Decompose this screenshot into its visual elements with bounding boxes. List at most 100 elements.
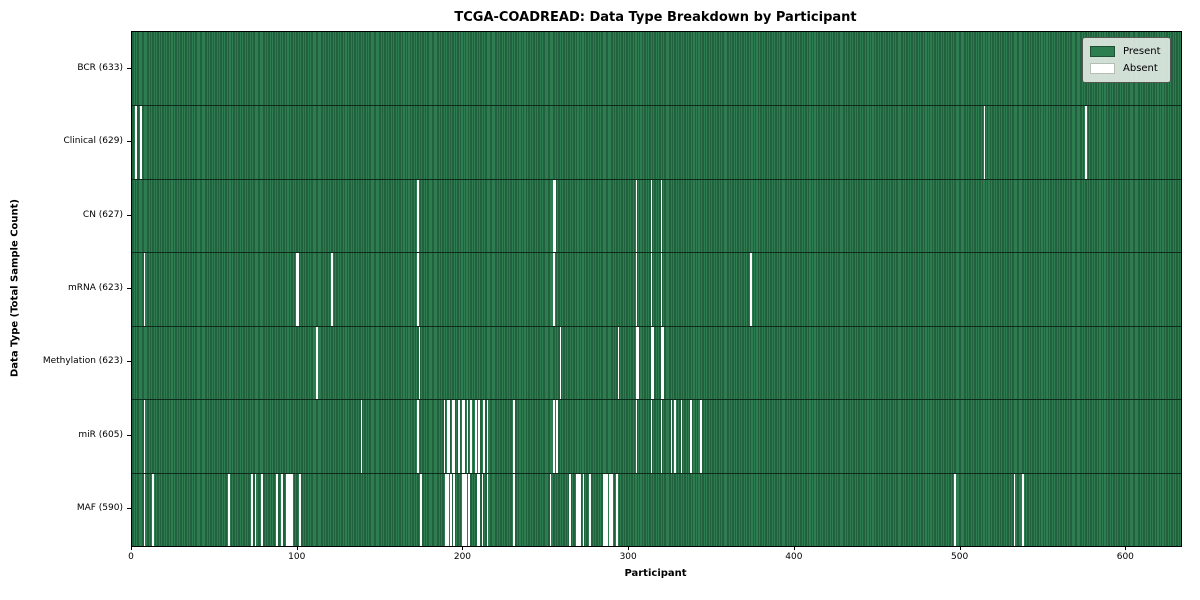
absent-stripe — [418, 325, 421, 400]
absent-stripe — [470, 399, 472, 473]
x-tick-label-200: 200 — [453, 552, 472, 562]
absent-stripe — [135, 105, 137, 179]
absent-stripe — [650, 252, 653, 326]
absent-stripe — [660, 252, 663, 326]
y-tick-label-cn: CN (627) — [82, 209, 123, 220]
absent-stripe — [475, 399, 477, 473]
absent-stripe — [670, 399, 673, 473]
absent-stripe — [417, 178, 419, 253]
absent-stripe — [513, 399, 515, 473]
y-tick-label-maf: MAF (590) — [76, 503, 123, 514]
y-tick-mark — [127, 361, 131, 363]
absent-stripe — [660, 399, 663, 473]
row-separator — [132, 399, 1181, 401]
absent-stripe — [660, 178, 663, 253]
absent-stripe — [448, 399, 451, 473]
absent-stripe — [549, 472, 552, 546]
absent-stripe — [605, 472, 608, 546]
absent-stripe — [650, 325, 653, 400]
absent-stripe — [466, 399, 469, 473]
y-tick-label-bcr: BCR (633) — [77, 62, 123, 73]
legend-entry-present: Present — [1090, 43, 1161, 60]
heatmap-row-methylation — [132, 325, 1181, 400]
absent-stripe — [140, 105, 142, 179]
legend: Present Absent — [1082, 37, 1171, 83]
absent-stripe — [559, 325, 562, 400]
y-tick-label-clinical: Clinical (629) — [63, 136, 123, 147]
absent-stripe — [296, 252, 298, 326]
absent-stripe — [602, 472, 605, 546]
absent-stripe — [446, 472, 449, 546]
absent-stripe — [463, 472, 466, 546]
absent-stripe — [461, 399, 464, 473]
absent-stripe — [453, 399, 456, 473]
absent-stripe — [289, 472, 292, 546]
absent-stripe — [254, 472, 257, 546]
absent-stripe — [281, 472, 283, 546]
absent-stripe — [151, 472, 154, 546]
absent-stripe — [315, 325, 318, 400]
absent-stripe — [468, 472, 471, 546]
legend-swatch-present-icon — [1090, 46, 1115, 57]
absent-stripe — [287, 472, 290, 546]
absent-stripe — [662, 325, 664, 400]
absent-stripe — [143, 252, 146, 326]
absent-stripe — [463, 399, 466, 473]
chart-title: TCGA-COADREAD: Data Type Breakdown by Pa… — [454, 10, 857, 25]
absent-stripe — [652, 325, 655, 400]
absent-stripe — [276, 472, 278, 546]
absent-stripe — [552, 399, 555, 473]
absent-stripe — [465, 472, 467, 546]
absent-stripe — [1013, 472, 1016, 546]
absent-stripe — [486, 472, 489, 546]
absent-stripe — [615, 472, 618, 546]
absent-stripe — [577, 472, 580, 546]
y-tick-mark — [127, 288, 131, 289]
x-tick-label-500: 500 — [951, 552, 969, 562]
absent-stripe — [576, 472, 578, 546]
absent-stripe — [450, 472, 452, 546]
y-tick-mark — [127, 214, 131, 216]
y-tick-mark — [127, 434, 131, 436]
row-separator — [132, 105, 1181, 107]
heatmap-row-mrna — [132, 252, 1181, 326]
absent-stripe — [483, 399, 485, 473]
absent-stripe — [143, 472, 146, 546]
absent-stripe — [417, 252, 419, 326]
heatmap-row-maf — [132, 472, 1181, 546]
absent-stripe — [750, 252, 752, 326]
absent-stripe — [451, 399, 454, 473]
absent-stripe — [228, 472, 230, 546]
absent-stripe — [478, 472, 481, 546]
absent-stripe — [299, 472, 302, 546]
absent-stripe — [360, 399, 363, 473]
x-axis-label: Participant — [624, 568, 687, 579]
row-separator — [132, 178, 1181, 180]
absent-stripe — [552, 178, 555, 253]
absent-stripe — [582, 472, 585, 546]
absent-stripe — [650, 178, 653, 253]
y-tick-mark — [127, 67, 131, 69]
absent-stripe — [554, 178, 557, 253]
absent-stripe — [486, 399, 489, 473]
legend-label-absent: Absent — [1123, 63, 1158, 74]
absent-stripe — [579, 472, 582, 546]
absent-stripe — [637, 325, 640, 400]
absent-stripe — [478, 399, 481, 473]
absent-stripe — [461, 472, 464, 546]
absent-stripe — [297, 252, 300, 326]
absent-stripe — [635, 178, 638, 253]
absent-stripe — [617, 325, 620, 400]
absent-stripe — [261, 472, 263, 546]
x-tick-label-600: 600 — [1116, 552, 1134, 562]
absent-stripe — [291, 472, 293, 546]
absent-stripe — [589, 472, 592, 546]
absent-stripe — [673, 399, 676, 473]
y-tick-label-mrna: mRNA (623) — [68, 283, 123, 293]
absent-stripe — [443, 399, 446, 473]
absent-stripe — [143, 399, 146, 473]
absent-stripe — [1084, 105, 1087, 179]
absent-stripe — [609, 472, 611, 546]
absent-stripe — [417, 399, 419, 473]
